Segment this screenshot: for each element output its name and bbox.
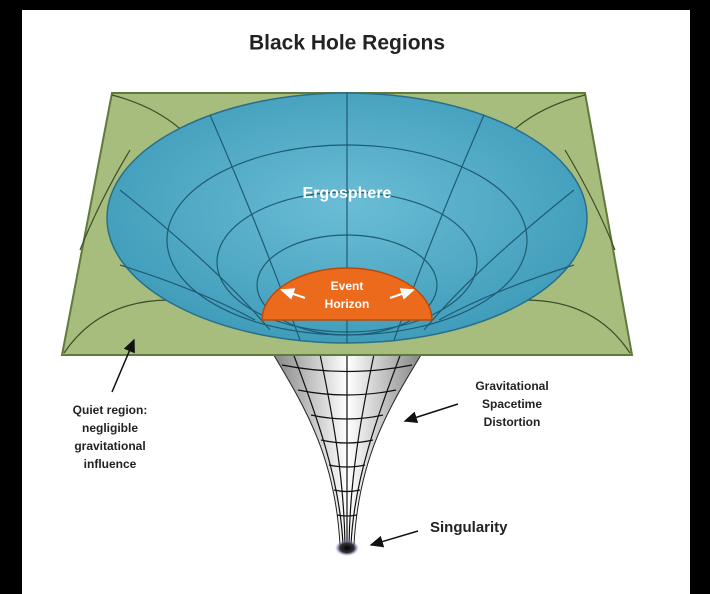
distortion-label: Gravitational bbox=[475, 379, 548, 393]
diagram: Black Hole Regions bbox=[0, 0, 710, 594]
ergosphere-label: Ergosphere bbox=[303, 185, 392, 202]
event-horizon-label: Horizon bbox=[325, 297, 370, 311]
distortion-label: Spacetime bbox=[482, 397, 542, 411]
quiet-region-label: gravitational bbox=[74, 439, 145, 453]
quiet-region-label: Quiet region: bbox=[73, 403, 148, 417]
quiet-region-label: negligible bbox=[82, 421, 138, 435]
quiet-region-label: influence bbox=[84, 457, 137, 471]
singularity-label: Singularity bbox=[430, 519, 508, 536]
page: Black Hole Regions bbox=[0, 0, 710, 594]
event-horizon-label: Event bbox=[331, 279, 364, 293]
title: Black Hole Regions bbox=[249, 32, 445, 55]
distortion-label: Distortion bbox=[484, 415, 541, 429]
